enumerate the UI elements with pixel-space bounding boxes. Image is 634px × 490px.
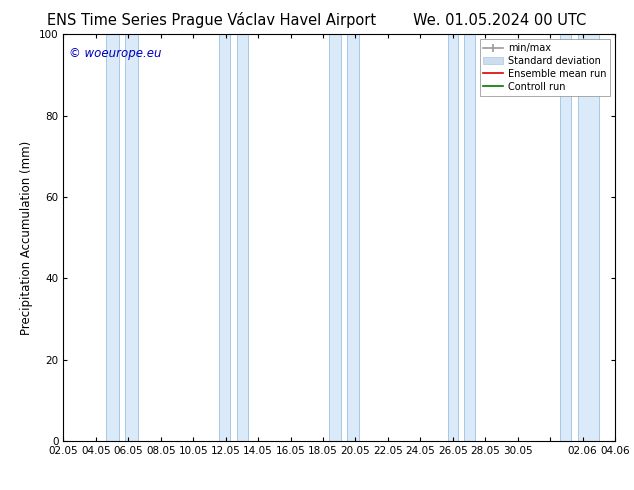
- Bar: [347, 34, 359, 441]
- Bar: [560, 34, 571, 441]
- Bar: [578, 34, 598, 441]
- Bar: [106, 34, 119, 441]
- Bar: [125, 34, 138, 441]
- Text: © woeurope.eu: © woeurope.eu: [69, 47, 162, 59]
- Bar: [448, 34, 458, 441]
- Bar: [464, 34, 476, 441]
- Bar: [330, 34, 341, 441]
- Bar: [219, 34, 231, 441]
- Text: ENS Time Series Prague Václav Havel Airport        We. 01.05.2024 00 UTC: ENS Time Series Prague Václav Havel Airp…: [48, 12, 586, 28]
- Y-axis label: Precipitation Accumulation (mm): Precipitation Accumulation (mm): [20, 141, 34, 335]
- Legend: min/max, Standard deviation, Ensemble mean run, Controll run: min/max, Standard deviation, Ensemble me…: [479, 39, 610, 96]
- Bar: [237, 34, 249, 441]
